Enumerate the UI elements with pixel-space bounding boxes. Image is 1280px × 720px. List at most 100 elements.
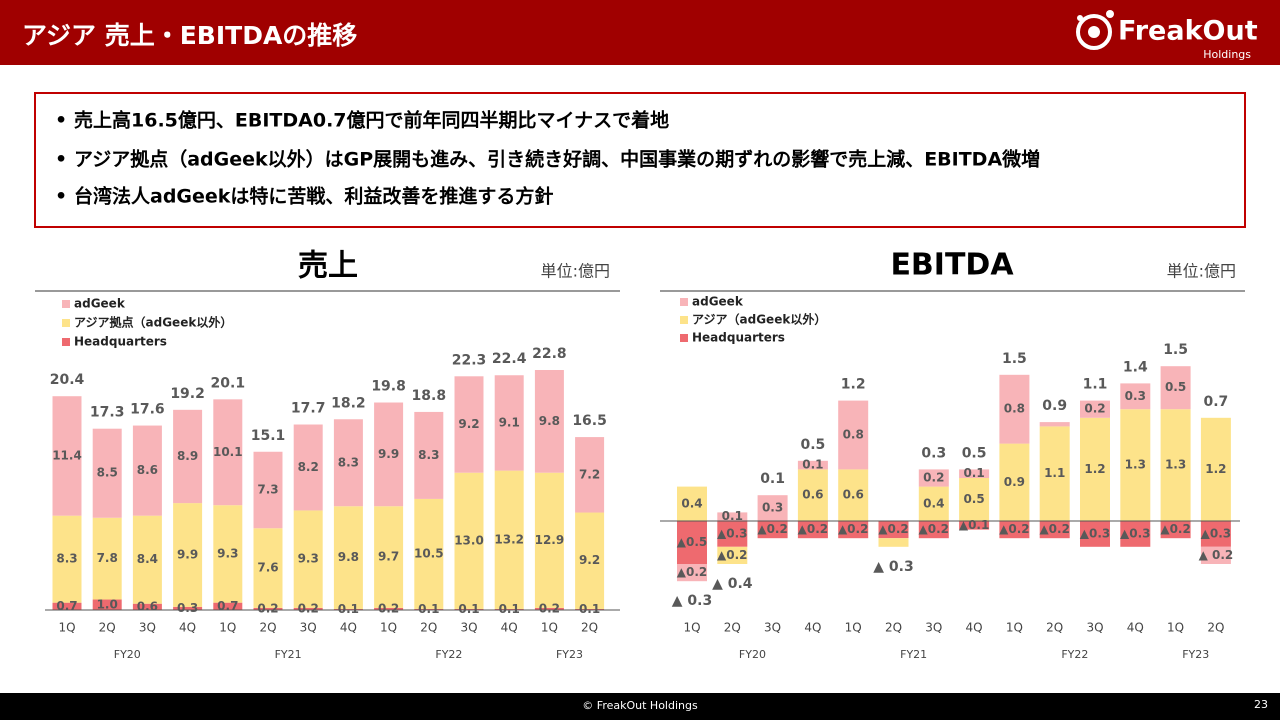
value-label: 0.9 (1004, 475, 1025, 489)
value-label: ▲0.2 (677, 565, 708, 579)
value-label: 0.1 (963, 466, 984, 480)
x-tick-label: 3Q (300, 621, 317, 635)
x-tick-label: 2Q (724, 621, 741, 635)
total-label: 0.7 (1203, 394, 1228, 410)
value-label: 8.3 (56, 552, 77, 566)
legend-swatch (680, 298, 688, 306)
value-label: 8.3 (418, 448, 439, 462)
x-tick-label: 4Q (966, 621, 983, 635)
x-tick-label: 4Q (340, 621, 357, 635)
total-label: 0.3 (921, 445, 946, 461)
x-tick-label: 4Q (804, 621, 821, 635)
value-label: 8.9 (177, 449, 198, 463)
value-label: 7.2 (579, 467, 600, 481)
bar-segment (454, 376, 484, 473)
value-label: ▲0.1 (959, 518, 990, 532)
value-label: ▲0.2 (798, 522, 829, 536)
group-label: FY23 (1182, 648, 1209, 661)
bar-segment (534, 472, 564, 608)
value-label: ▲0.3 (1120, 526, 1151, 540)
bar-segment (918, 486, 949, 521)
total-label: 20.4 (50, 372, 85, 388)
total-label: 15.1 (251, 428, 286, 444)
value-label: 0.2 (378, 601, 399, 615)
bar-segment (1080, 521, 1110, 547)
total-label: 18.2 (331, 395, 366, 411)
bar-segment (132, 603, 162, 610)
x-tick-label: 4Q (1127, 621, 1144, 635)
bar-segment (878, 538, 909, 547)
unit-label: 単位:億円 (541, 262, 610, 281)
x-tick-label: 4Q (179, 621, 196, 635)
value-label: 0.1 (338, 602, 359, 616)
bar-segment (918, 521, 949, 539)
bar-segment (918, 469, 949, 487)
total-label: 1.5 (1002, 351, 1027, 367)
bar-segment (838, 469, 869, 521)
value-label: ▲0.2 (757, 522, 788, 536)
value-label: 9.3 (217, 546, 238, 560)
value-label: 8.3 (338, 455, 359, 469)
value-label: 10.5 (414, 546, 444, 560)
bar-segment (757, 521, 788, 539)
x-tick-label: 1Q (219, 621, 236, 635)
value-label: 1.3 (1165, 458, 1186, 472)
copyright: © FreakOut Holdings (582, 699, 698, 712)
bar-segment (1080, 400, 1110, 418)
bar-segment (757, 495, 788, 521)
value-label: 0.1 (802, 458, 823, 472)
group-label: FY21 (900, 648, 927, 661)
total-label: 20.1 (211, 375, 246, 391)
total-label: 19.2 (170, 386, 205, 402)
legend-label: アジア拠点（adGeek以外） (74, 315, 232, 330)
value-label: 0.2 (923, 471, 944, 485)
value-label: 1.0 (97, 597, 118, 611)
chart-title: 売上 (298, 249, 358, 284)
legend-label: アジア（adGeek以外） (692, 312, 826, 327)
bar-segment (92, 517, 122, 600)
value-label: 8.2 (298, 460, 319, 474)
value-label: ▲0.3 (1201, 526, 1232, 540)
page-number: 23 (1254, 698, 1268, 711)
bar-segment (253, 451, 283, 529)
value-label: 9.8 (539, 414, 560, 428)
value-label: 8.4 (137, 552, 158, 566)
value-label: 0.3 (1125, 389, 1146, 403)
bar-segment (534, 607, 564, 610)
value-label: ▲0.3 (1080, 526, 1111, 540)
value-label: 1.3 (1125, 458, 1146, 472)
bar-segment (414, 498, 444, 609)
bar-segment (173, 503, 203, 607)
value-label: 0.2 (298, 601, 319, 615)
value-label: 0.3 (762, 501, 783, 515)
bar-segment (1080, 417, 1110, 521)
value-label: ▲0.2 (919, 522, 950, 536)
total-label: 1.4 (1123, 359, 1148, 375)
value-label: 7.3 (257, 483, 278, 497)
total-label: 22.4 (492, 351, 527, 367)
bullet: アジア拠点（adGeek以外）はGP展開も進み、引き続き好調、中国事業の期ずれの… (74, 148, 1040, 171)
value-label: 0.1 (722, 509, 743, 523)
bar-segment (173, 606, 203, 610)
total-label: ▲ 0.3 (672, 593, 712, 609)
bar-segment (797, 469, 828, 521)
x-tick-label: 2Q (581, 621, 598, 635)
value-label: 8.5 (97, 466, 118, 480)
value-label: 9.2 (458, 417, 479, 431)
value-label: 13.0 (454, 533, 484, 547)
bar-segment (52, 602, 82, 610)
bar-segment (797, 460, 828, 470)
bar-segment (838, 400, 869, 470)
x-tick-label: 1Q (845, 621, 862, 635)
value-label: 9.8 (338, 550, 359, 564)
value-label: 1.1 (1044, 466, 1065, 480)
total-label: 1.2 (841, 377, 866, 393)
bar-segment (92, 428, 122, 518)
bar-segment (333, 506, 363, 609)
bar-segment (374, 402, 404, 507)
bar-segment (213, 602, 243, 610)
x-tick-label: 4Q (501, 621, 518, 635)
value-label: ▲0.2 (1160, 522, 1191, 536)
legend-label: adGeek (74, 297, 126, 311)
